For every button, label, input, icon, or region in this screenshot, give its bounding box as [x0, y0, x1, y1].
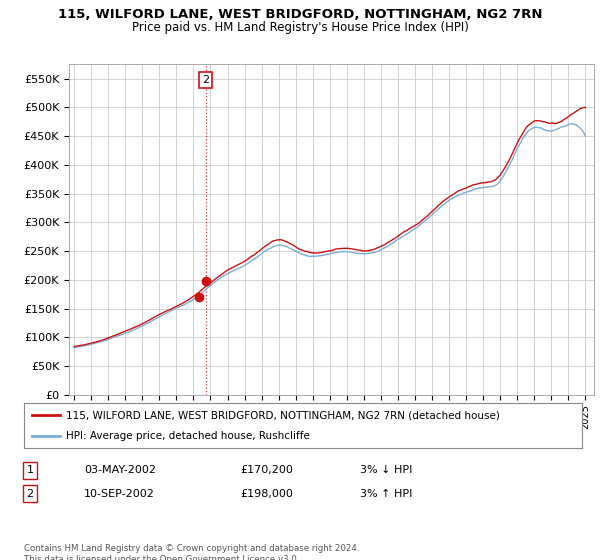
Text: 115, WILFORD LANE, WEST BRIDGFORD, NOTTINGHAM, NG2 7RN (detached house): 115, WILFORD LANE, WEST BRIDGFORD, NOTTI… — [66, 410, 500, 421]
Text: 115, WILFORD LANE, WEST BRIDGFORD, NOTTINGHAM, NG2 7RN: 115, WILFORD LANE, WEST BRIDGFORD, NOTTI… — [58, 8, 542, 21]
Text: £198,000: £198,000 — [240, 489, 293, 498]
Text: Contains HM Land Registry data © Crown copyright and database right 2024.
This d: Contains HM Land Registry data © Crown c… — [24, 544, 359, 560]
Text: Price paid vs. HM Land Registry's House Price Index (HPI): Price paid vs. HM Land Registry's House … — [131, 21, 469, 34]
Text: 03-MAY-2002: 03-MAY-2002 — [84, 465, 156, 475]
Text: £170,200: £170,200 — [240, 465, 293, 475]
Text: 3% ↓ HPI: 3% ↓ HPI — [360, 465, 412, 475]
Text: 1: 1 — [26, 465, 34, 475]
Text: HPI: Average price, detached house, Rushcliffe: HPI: Average price, detached house, Rush… — [66, 431, 310, 441]
Text: 3% ↑ HPI: 3% ↑ HPI — [360, 489, 412, 498]
Text: 10-SEP-2002: 10-SEP-2002 — [84, 489, 155, 498]
Text: 2: 2 — [202, 75, 209, 85]
Text: 2: 2 — [26, 489, 34, 498]
